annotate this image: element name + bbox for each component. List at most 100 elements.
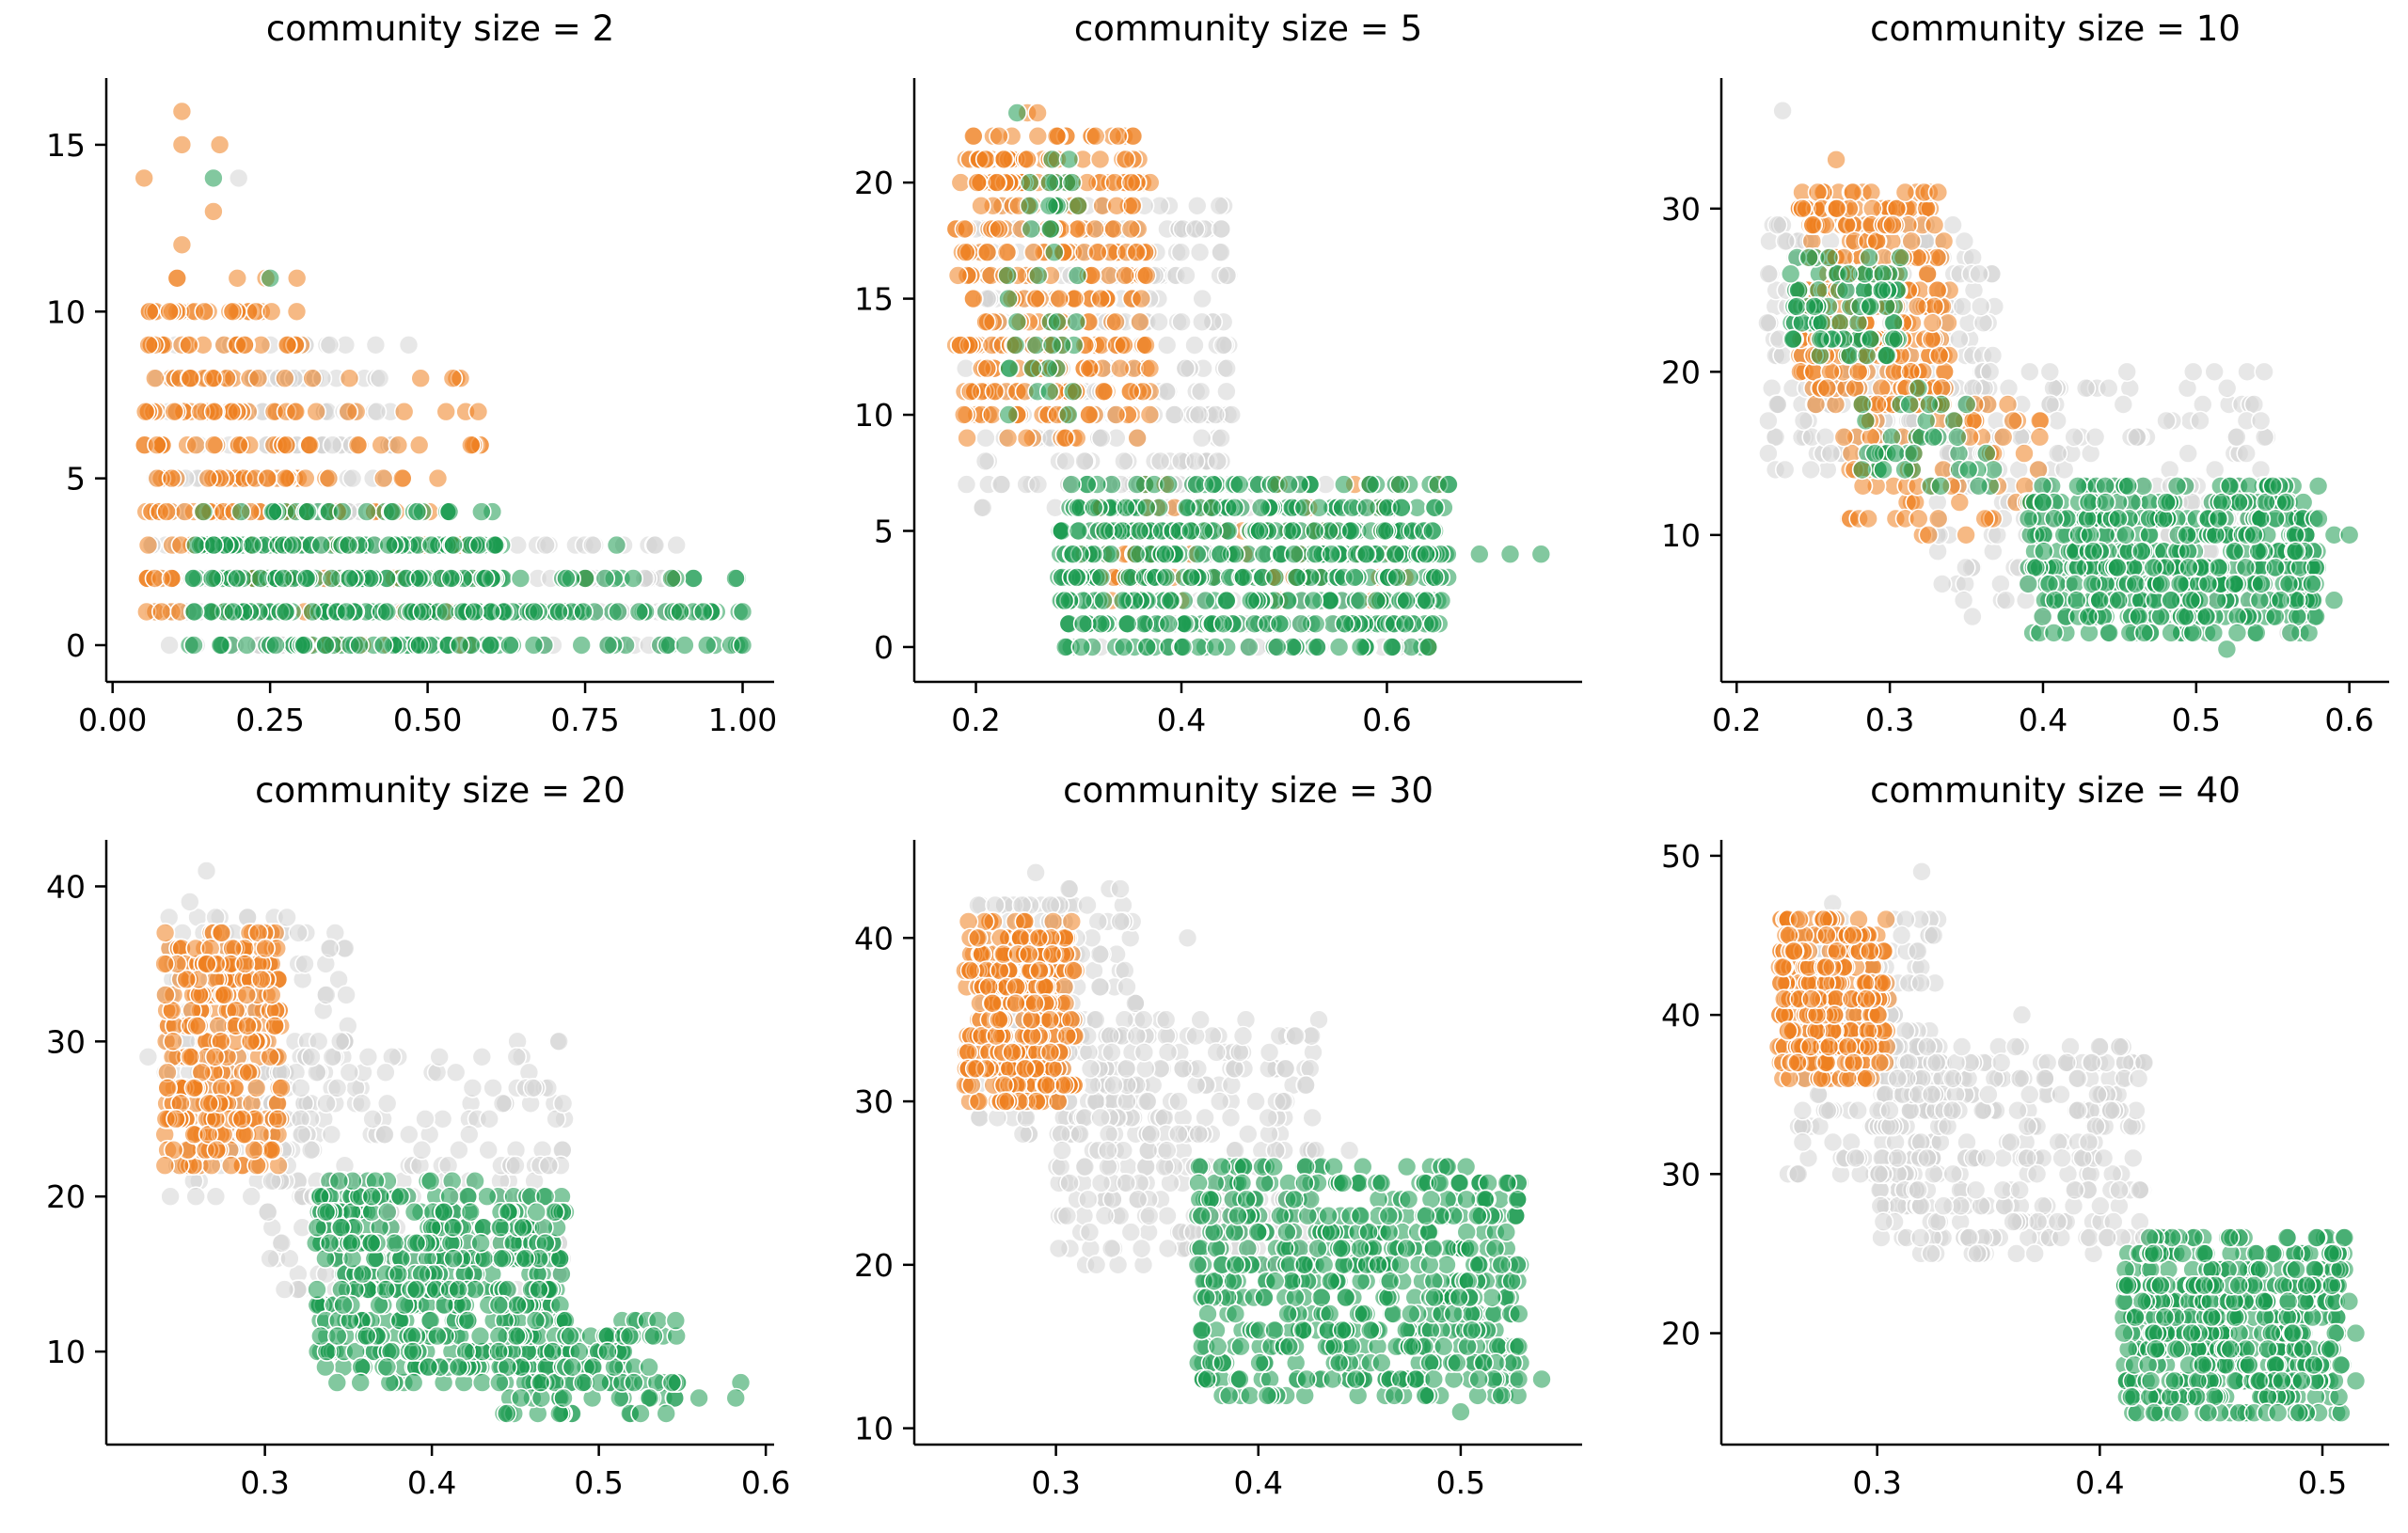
scatter-point-green — [1093, 590, 1114, 611]
scatter-point-green — [1303, 590, 1324, 611]
scatter-point-orange — [236, 985, 258, 1005]
scatter-point-green — [1786, 296, 1807, 317]
scatter-point-orange — [229, 435, 249, 456]
scatter-point-green — [571, 635, 593, 656]
scatter-point-orange — [257, 467, 278, 489]
scatter-point-gray — [1184, 335, 1205, 356]
scatter-point-green — [315, 635, 336, 656]
scatter-point-orange — [996, 242, 1018, 263]
scatter-point-green — [1851, 459, 1873, 481]
scatter-point-orange — [277, 334, 298, 356]
scatter-point-green — [692, 601, 714, 623]
scatter-point-gray — [506, 1047, 528, 1067]
scatter-point-gray — [1187, 196, 1208, 216]
scatter-point-green — [1066, 567, 1087, 588]
x-tick-label: 0.6 — [1362, 702, 1411, 738]
scatter-point-green — [2131, 541, 2152, 562]
scatter-point-orange — [138, 334, 159, 356]
scatter-point-green — [2208, 508, 2229, 529]
scatter-point-green — [1006, 311, 1028, 333]
scatter-point-green — [1090, 613, 1112, 635]
scatter-point-orange — [247, 368, 269, 389]
y-tick-label: 0 — [874, 629, 894, 666]
scatter-point-gray — [582, 534, 603, 556]
scatter-point-green — [297, 501, 318, 522]
x-tick-label: 0.5 — [2172, 702, 2221, 738]
x-tick-label: 0.75 — [550, 702, 619, 738]
scatter-point-green — [1838, 263, 1860, 285]
scatter-point-green — [2078, 492, 2099, 513]
scatter-point-gray — [1074, 450, 1095, 472]
scatter-point-gray — [2204, 361, 2225, 383]
scatter-point-gray — [1211, 242, 1231, 263]
scatter-point-gray — [1216, 265, 1238, 286]
scatter-point-gray — [535, 534, 556, 556]
scatter-point-green — [1350, 637, 1371, 657]
scatter-point-green — [1424, 497, 1446, 518]
scatter-point-green — [1212, 613, 1234, 635]
scatter-point-green — [1890, 247, 1910, 268]
scatter-point-green — [998, 288, 1019, 309]
scatter-point-green — [484, 534, 506, 556]
scatter-point-gray — [398, 334, 420, 356]
scatter-point-orange — [1027, 125, 1049, 147]
scatter-point-green — [2224, 541, 2245, 562]
scatter-point-green — [1239, 637, 1259, 657]
scatter-point-orange — [1894, 182, 1916, 203]
scatter-point-orange — [286, 267, 308, 289]
scatter-point-green — [273, 568, 294, 589]
scatter-point-orange — [388, 435, 409, 456]
scatter-point-orange — [255, 938, 277, 959]
scatter-point-green — [474, 568, 496, 589]
scatter-point-gray — [294, 954, 315, 974]
scatter-point-orange — [1826, 150, 1846, 170]
scatter-point-gray — [1216, 357, 1237, 379]
scatter-point-green — [1804, 296, 1825, 317]
x-tick-label: 0.50 — [393, 702, 462, 738]
scatter-point-green — [1305, 520, 1325, 542]
scatter-point-green — [409, 635, 430, 656]
scatter-point-gray — [975, 427, 996, 449]
scatter-point-orange — [1827, 198, 1847, 219]
scatter-point-orange — [198, 1093, 219, 1114]
scatter-point-gray — [1164, 404, 1185, 425]
scatter-point-orange — [246, 1078, 267, 1098]
scatter-point-green — [2265, 557, 2286, 578]
scatter-point-gray — [341, 467, 363, 489]
scatter-point-green — [349, 635, 370, 656]
scatter-point-orange — [989, 218, 1009, 240]
scatter-point-orange — [1135, 335, 1156, 356]
scatter-point-orange — [264, 1016, 286, 1036]
scatter-point-green — [1780, 263, 1801, 285]
scatter-point-gray — [1156, 335, 1178, 356]
x-tick-label: 0.4 — [1157, 702, 1206, 738]
scatter-point-green — [1172, 637, 1194, 657]
scatter-point-orange — [227, 267, 248, 289]
scatter-point-orange — [294, 467, 316, 489]
scatter-point-green — [2177, 524, 2197, 545]
scatter-point-gray — [160, 1186, 181, 1207]
scatter-point-green — [1416, 544, 1436, 565]
scatter-point-green — [1422, 520, 1443, 542]
scatter-point-gray — [365, 334, 387, 356]
scatter-point-green — [2251, 574, 2272, 594]
scatter-point-gray — [1149, 311, 1169, 333]
scatter-point-green — [2044, 590, 2066, 611]
scatter-point-orange — [1054, 427, 1075, 449]
scatter-point-green — [338, 534, 359, 556]
scatter-point-orange — [166, 1109, 186, 1130]
scatter-point-green — [2143, 557, 2164, 578]
scatter-point-green — [1058, 149, 1080, 170]
scatter-point-gray — [1184, 450, 1206, 472]
scatter-point-green — [1112, 590, 1133, 611]
scatter-point-green — [1851, 394, 1873, 415]
scatter-point-green — [623, 568, 644, 589]
scatter-point-green — [376, 601, 398, 623]
scatter-point-orange — [1907, 296, 1928, 317]
scatter-point-green — [1061, 172, 1083, 193]
scatter-point-gray — [369, 368, 390, 389]
scatter-point-orange — [198, 467, 218, 489]
scatter-point-green — [1058, 404, 1079, 425]
